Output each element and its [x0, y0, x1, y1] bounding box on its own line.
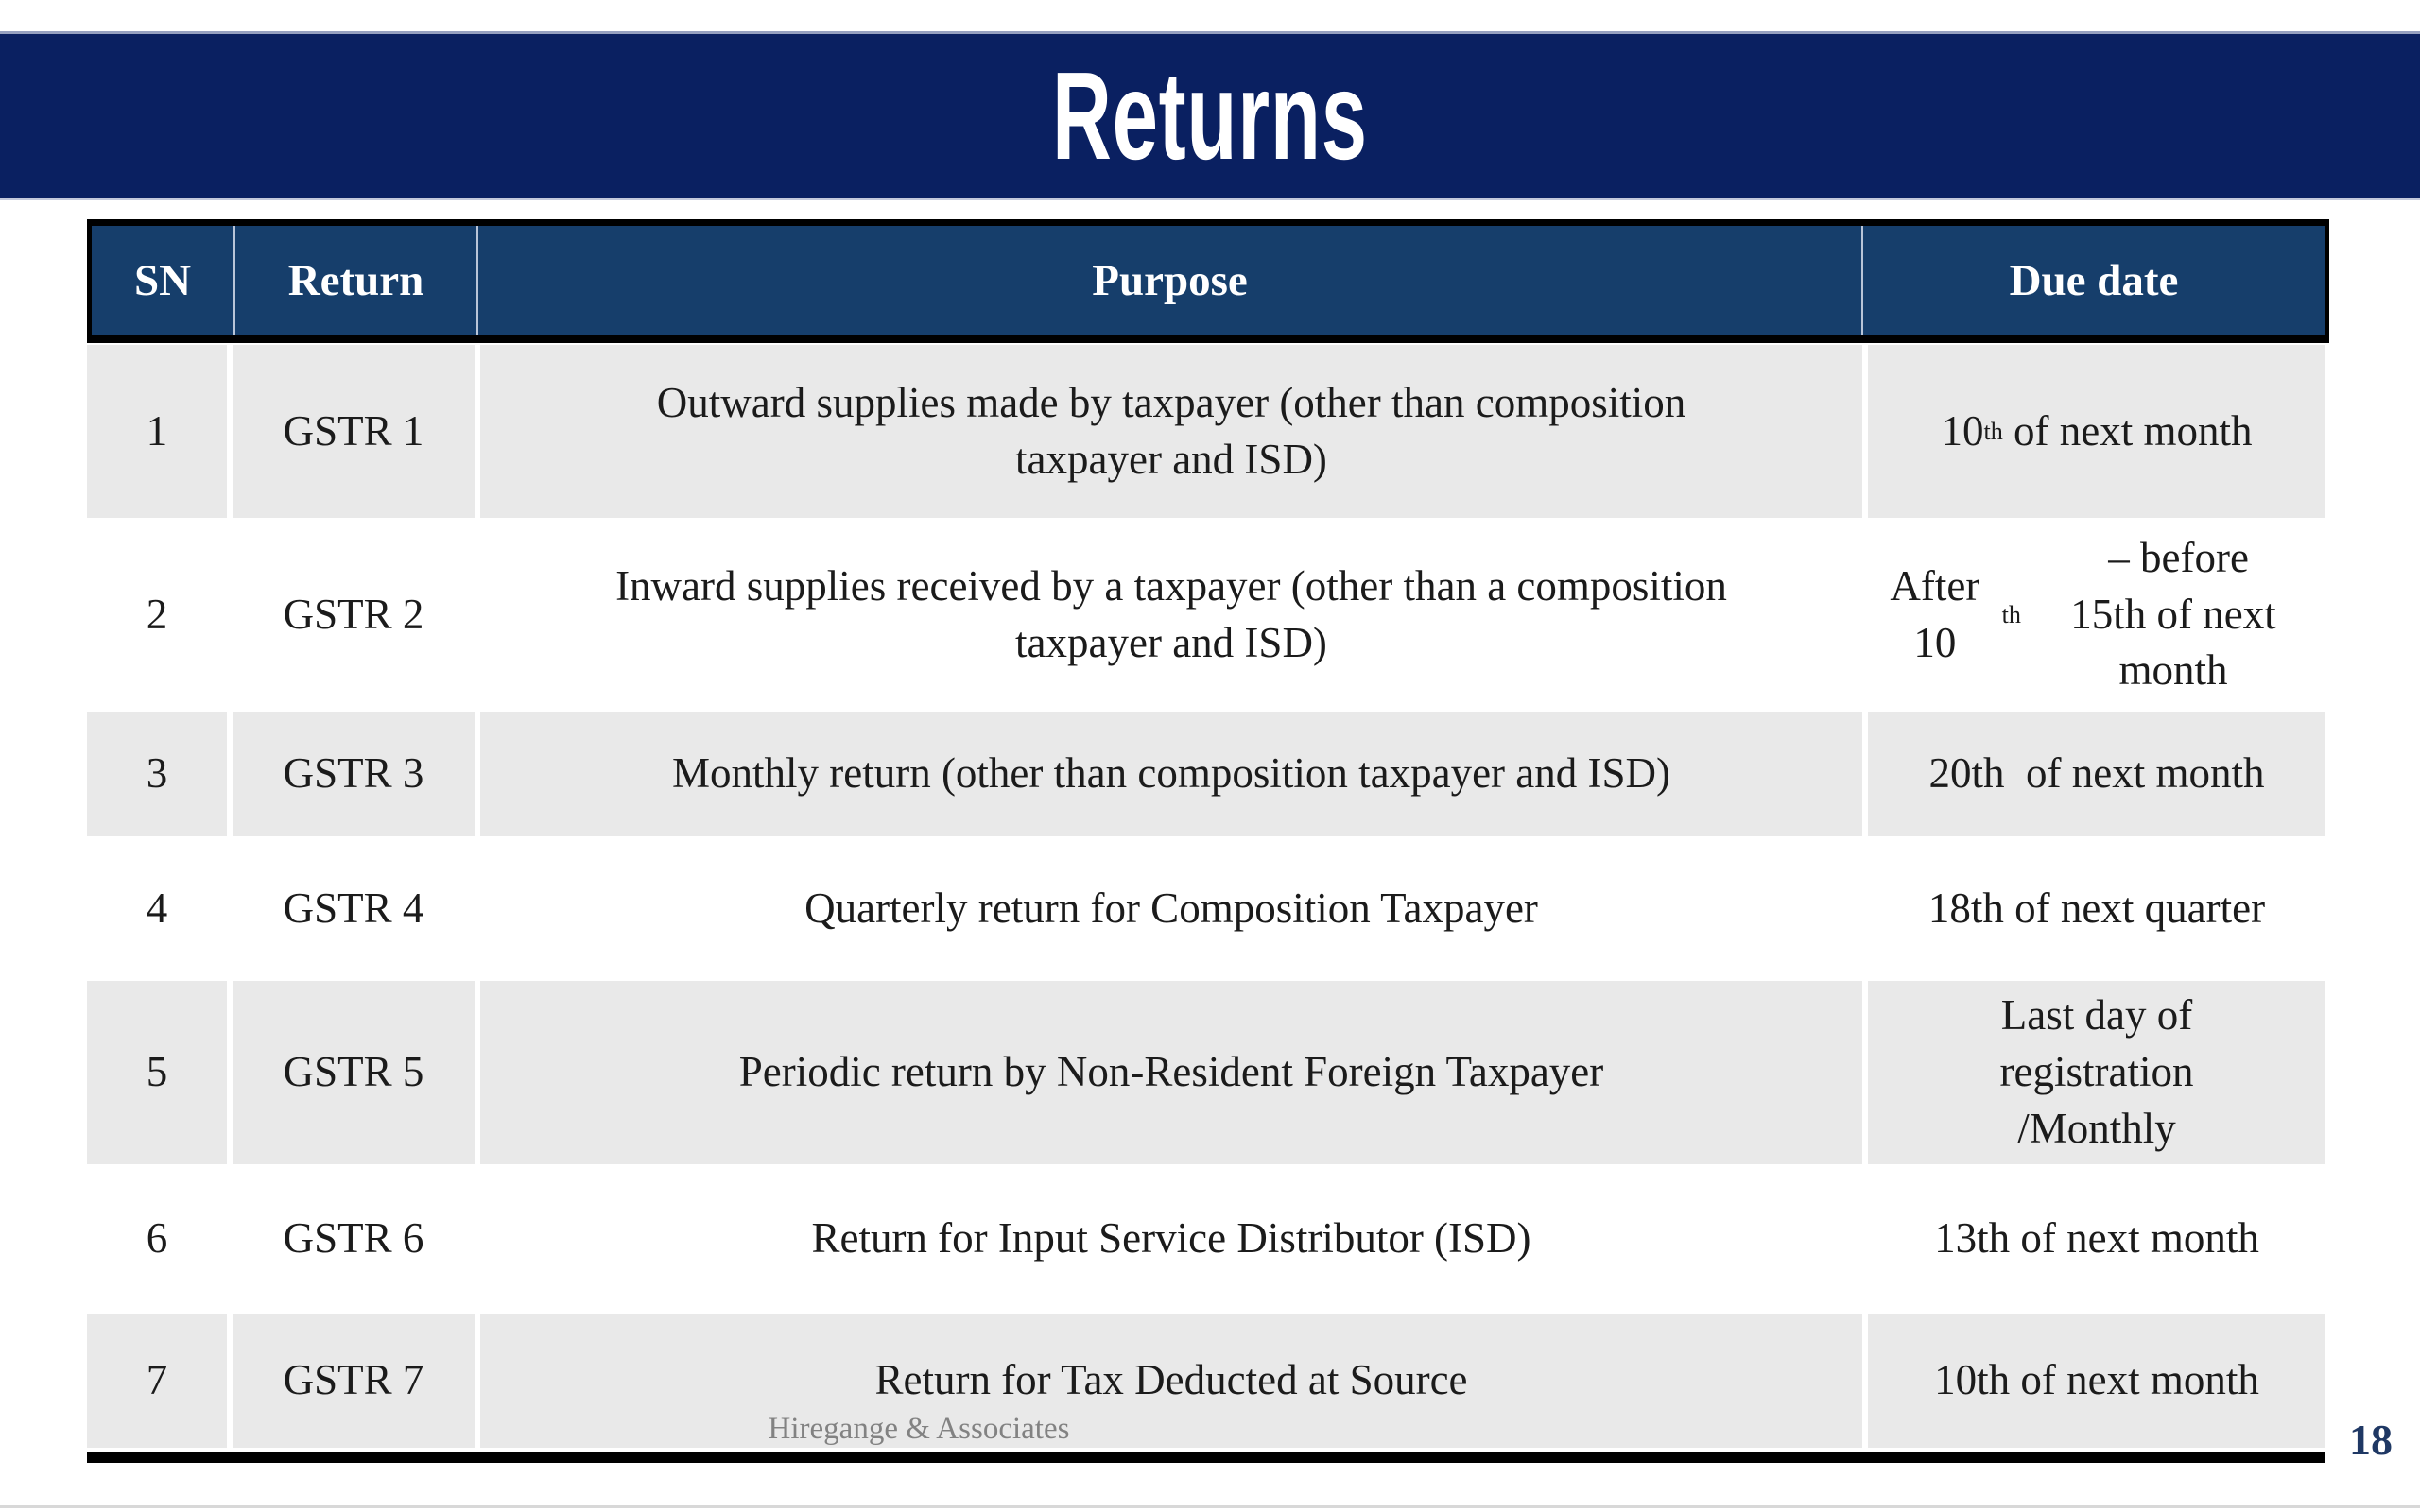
cell-sn: 1 — [87, 345, 227, 518]
table-body: 1 GSTR 1 Outward supplies made by taxpay… — [87, 345, 2325, 1448]
cell-sn: 6 — [146, 1214, 168, 1263]
cell-return: GSTR 7 — [233, 1314, 475, 1448]
cell-due-date: Last day of registration/Monthly — [1868, 981, 2325, 1164]
cell-return: GSTR 5 — [233, 981, 475, 1164]
cell-purpose: Outward supplies made by taxpayer (other… — [480, 345, 1862, 518]
cell-purpose: Periodic return by Non-Resident Foreign … — [480, 981, 1862, 1164]
table-header-row: SN Return Purpose Due date — [87, 219, 2329, 343]
table-row: 5 GSTR 5 Periodic return by Non-Resident… — [87, 981, 2325, 1164]
cell-purpose: Inward supplies received by a taxpayer (… — [615, 561, 1727, 666]
cell-sn: 3 — [87, 712, 227, 836]
column-header-return: Return — [233, 226, 476, 335]
page-number: 18 — [2349, 1416, 2393, 1464]
cell-return: GSTR 1 — [233, 345, 475, 518]
cell-due-date: 18th of next quarter — [1927, 884, 2266, 932]
cell-due-date: 10th of next month — [1868, 1314, 2325, 1448]
cell-return: GSTR 6 — [283, 1214, 424, 1263]
table-row: 1 GSTR 1 Outward supplies made by taxpay… — [87, 345, 2325, 518]
bottom-rule — [87, 1452, 2325, 1463]
cell-sn: 2 — [146, 590, 168, 638]
cell-purpose: Return for Input Service Distributor (IS… — [811, 1214, 1531, 1263]
cell-due-date: 13th of next month — [1934, 1214, 2259, 1263]
table-row: 6 GSTR 6 Return for Input Service Distri… — [87, 1164, 2325, 1314]
cell-sn: 5 — [87, 981, 227, 1164]
cell-sn: 4 — [146, 884, 168, 932]
table-row: 4 GSTR 4 Quarterly return for Compositio… — [87, 836, 2325, 981]
footer-credit: Hiregange & Associates — [768, 1412, 1070, 1446]
cell-purpose: Monthly return (other than composition t… — [480, 712, 1862, 836]
column-header-purpose: Purpose — [476, 226, 1861, 335]
cell-return: GSTR 4 — [283, 884, 424, 932]
column-header-sn: SN — [133, 256, 192, 305]
title-bar: Returns — [0, 31, 2420, 200]
table-row: 2 GSTR 2 Inward supplies received by a t… — [87, 518, 2325, 712]
cell-sn: 7 — [87, 1314, 227, 1448]
cell-purpose: Return for Tax Deducted at Source — [480, 1314, 1862, 1448]
cell-return: GSTR 3 — [233, 712, 475, 836]
cell-due-date: 20th of next month — [1868, 712, 2325, 836]
cell-purpose: Quarterly return for Composition Taxpaye… — [804, 884, 1538, 932]
page-title: Returns — [1052, 46, 1368, 185]
slide-edge-line — [0, 1505, 2420, 1508]
cell-return: GSTR 2 — [283, 590, 424, 638]
column-header-due-date: Due date — [1861, 226, 2325, 335]
table-row: 7 GSTR 7 Return for Tax Deducted at Sour… — [87, 1314, 2325, 1448]
table-header-inner: SN Return Purpose Due date — [92, 226, 2325, 335]
table-row: 3 GSTR 3 Monthly return (other than comp… — [87, 712, 2325, 836]
